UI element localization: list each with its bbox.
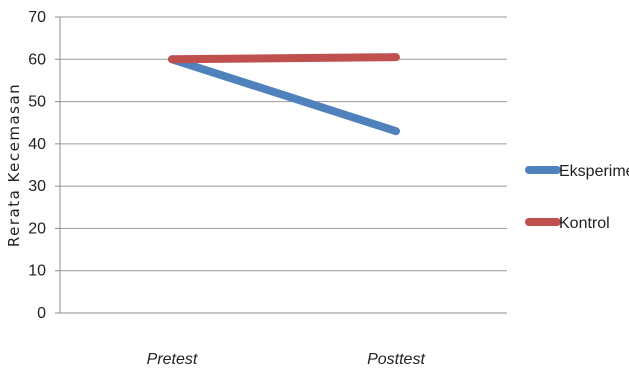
y-tick-label: 40 xyxy=(28,136,46,153)
y-axis-label: Rerata Kecemasan xyxy=(5,83,23,247)
x-tick-labels: Pretest Posttest xyxy=(147,351,426,368)
x-tick-label: Pretest xyxy=(147,351,198,368)
y-tick-label: 0 xyxy=(37,305,46,322)
y-tick-label: 70 xyxy=(28,9,46,26)
y-tick-label: 30 xyxy=(28,178,46,195)
y-tick-label: 50 xyxy=(28,94,46,111)
series-lines xyxy=(168,53,400,136)
series-line-kontrol xyxy=(168,53,400,64)
x-tick-label: Posttest xyxy=(367,351,425,368)
y-tick-label: 20 xyxy=(28,220,46,237)
legend: Eksperimen Kontrol xyxy=(525,163,629,232)
y-tick-label: 10 xyxy=(28,263,46,280)
y-tick-labels: 0 10 20 30 40 50 60 70 xyxy=(28,9,46,322)
y-tick-label: 60 xyxy=(28,51,46,68)
series-line-eksperimen xyxy=(168,55,400,136)
legend-label-eksperimen: Eksperimen xyxy=(559,163,629,180)
legend-label-kontrol: Kontrol xyxy=(559,215,610,232)
